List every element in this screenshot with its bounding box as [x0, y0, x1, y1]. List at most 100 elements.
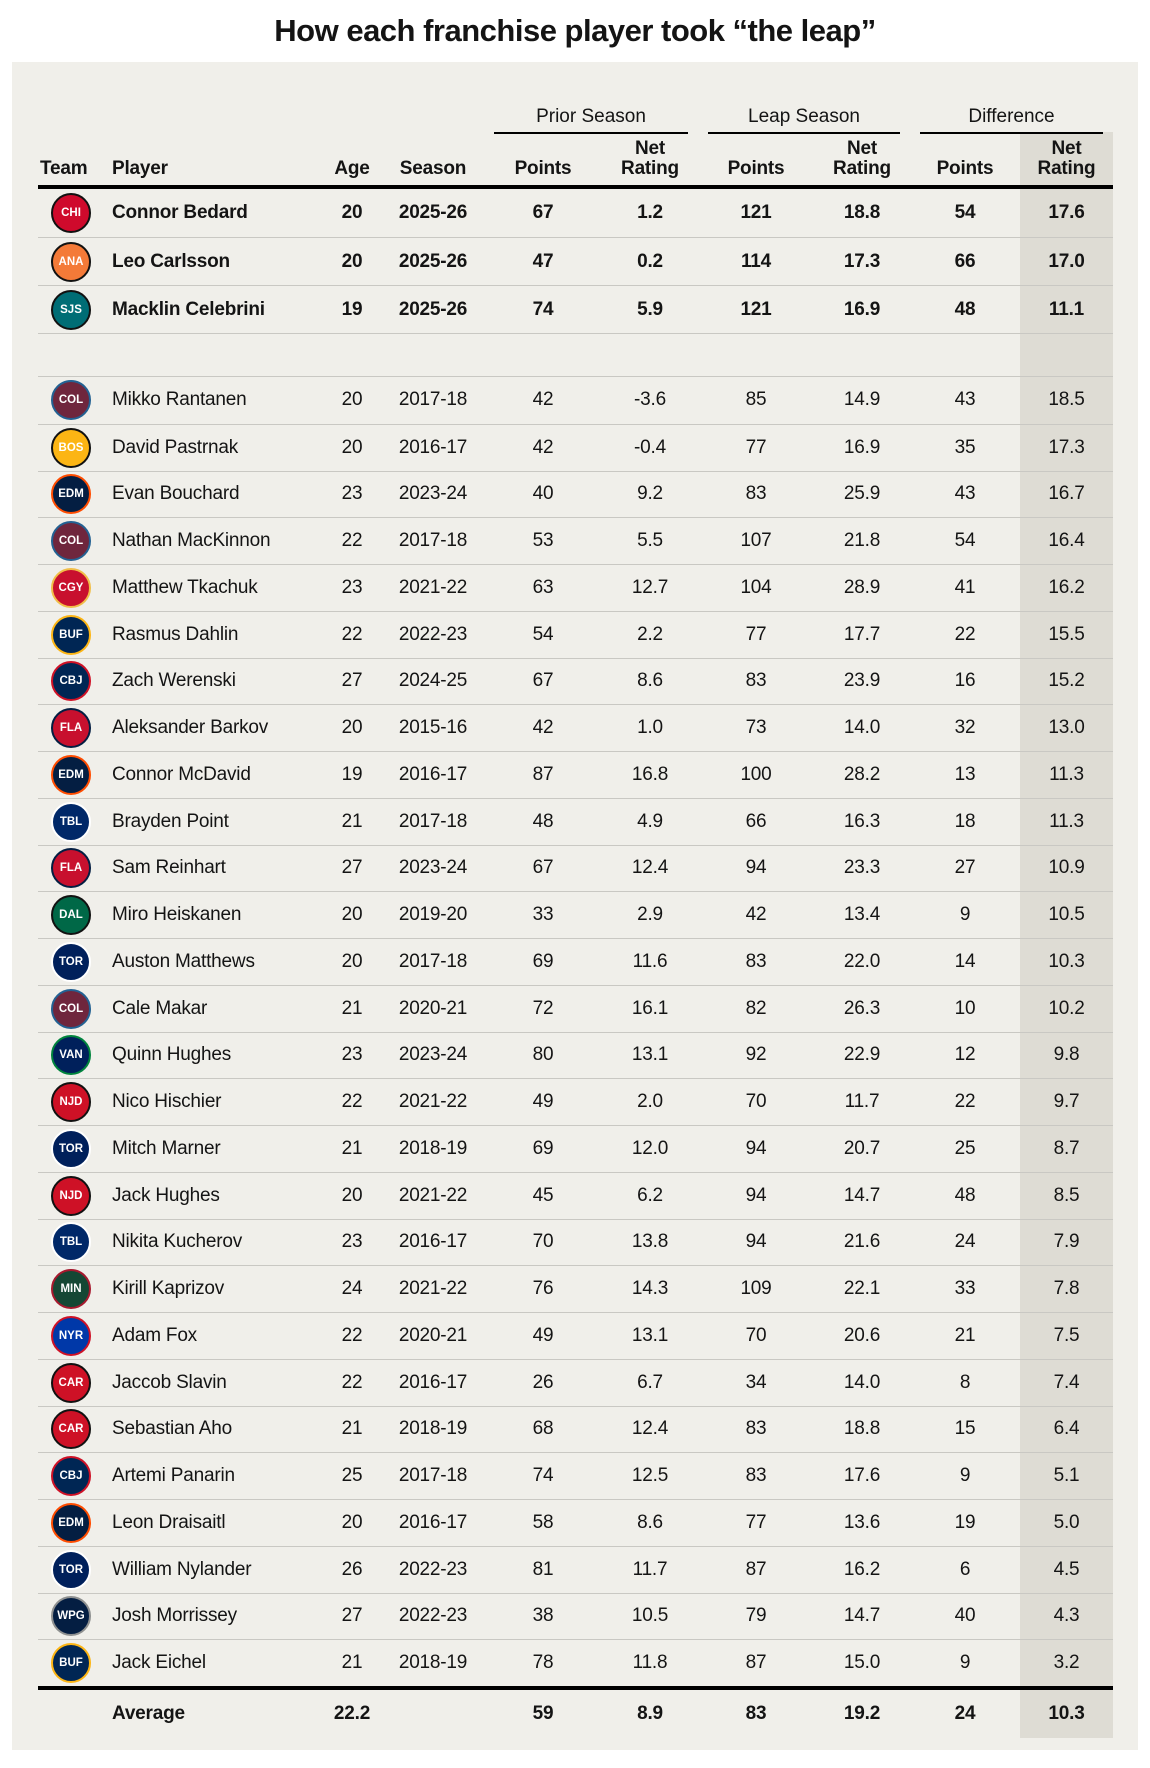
- table-row: DAL Miro Heiskanen 20 2019-20 33 2.9 42 …: [38, 891, 1113, 938]
- team-cell: COL: [38, 380, 104, 421]
- season-value: 2022-23: [398, 1558, 468, 1580]
- season-value: 2018-19: [398, 1137, 468, 1159]
- diff-points-value: 24: [954, 1231, 976, 1253]
- season-value: 2025-26: [398, 250, 468, 272]
- average-label: Average: [112, 1703, 185, 1724]
- prior-net-rating-value: 5.5: [637, 530, 663, 552]
- table-row: TBL Nikita Kucherov 23 2016-17 70 13.8 9…: [38, 1218, 1113, 1266]
- season-value: 2020-21: [398, 1324, 468, 1346]
- season-value: 2023-24: [398, 1044, 468, 1066]
- player-name: Matthew Tkachuk: [112, 576, 258, 598]
- player-name: Leo Carlsson: [112, 250, 230, 272]
- diff-net-rating-value: 16.7: [1048, 483, 1085, 505]
- season-value: 2025-26: [398, 202, 468, 223]
- player-name: Mitch Marner: [112, 1137, 221, 1159]
- diff-net-rating-value: 8.7: [1053, 1137, 1080, 1159]
- team-cell: FLA: [38, 708, 104, 749]
- diff-points-value: 66: [954, 250, 976, 272]
- team-logo-dal-icon: DAL: [51, 895, 91, 936]
- player-name: Mikko Rantanen: [112, 389, 247, 411]
- season-value: 2018-19: [398, 1652, 468, 1674]
- player-name: William Nylander: [112, 1558, 252, 1580]
- table-row: NJD Nico Hischier 22 2021-22 49 2.0 70 1…: [38, 1078, 1113, 1125]
- diff-net-rating-value: 9.7: [1053, 1091, 1080, 1113]
- prior-net-rating-value: 16.1: [631, 997, 669, 1019]
- table-row: ANA Leo Carlsson 20 2025-26 47 0.2 114 1…: [38, 237, 1113, 285]
- player-name: Evan Bouchard: [112, 483, 240, 505]
- leap-points-value: 94: [745, 1184, 767, 1206]
- age-value: 20: [341, 436, 363, 458]
- player-name: Aleksander Barkov: [112, 717, 269, 739]
- team-cell: NYR: [38, 1315, 104, 1356]
- diff-points-value: 33: [954, 1278, 976, 1300]
- diff-points-value: 32: [954, 717, 976, 739]
- leap-points-value: 109: [740, 1278, 772, 1300]
- prior-points-value: 54: [532, 623, 554, 645]
- team-logo-col-icon: COL: [51, 988, 91, 1029]
- group-header-prior-season: Prior Season: [484, 106, 698, 134]
- prior-points-value: 49: [532, 1091, 554, 1113]
- season-value: 2021-22: [398, 576, 468, 598]
- prior-points-value: 81: [532, 1558, 554, 1580]
- leap-net-rating-value: 20.7: [843, 1137, 881, 1159]
- team-cell: NJD: [38, 1082, 104, 1123]
- average-diff-points: 24: [954, 1703, 976, 1724]
- diff-net-rating-value: 10.3: [1048, 950, 1085, 972]
- prior-points-value: 42: [532, 436, 554, 458]
- age-value: 23: [341, 1044, 363, 1066]
- average-row: Average 22.2 59 8.9 83 19.2 24 10.3: [38, 1690, 1113, 1738]
- diff-net-rating-value: 17.0: [1048, 250, 1085, 272]
- group-header-leap-season: Leap Season: [698, 106, 910, 134]
- leap-points-value: 83: [745, 1465, 767, 1487]
- diff-points-value: 9: [959, 1652, 971, 1674]
- team-cell: TBL: [38, 801, 104, 842]
- age-value: 23: [341, 1231, 363, 1253]
- leap-points-value: 70: [745, 1324, 767, 1346]
- season-value: 2017-18: [398, 1465, 468, 1487]
- player-name: Jaccob Slavin: [112, 1371, 227, 1393]
- leap-net-rating-value: 25.9: [843, 483, 881, 505]
- team-logo-col-icon: COL: [51, 521, 91, 562]
- leap-points-value: 94: [745, 857, 767, 879]
- player-name: Quinn Hughes: [112, 1044, 232, 1066]
- column-header-diff-points: Points: [936, 158, 994, 179]
- prior-net-rating-value: 12.7: [631, 576, 669, 598]
- table-row: TOR Mitch Marner 21 2018-19 69 12.0 94 2…: [38, 1125, 1113, 1172]
- team-logo-bos-icon: BOS: [51, 427, 91, 468]
- net-rating-highlight-band: [1020, 132, 1113, 1738]
- leap-net-rating-value: 14.0: [843, 1371, 881, 1393]
- prior-points-value: 69: [532, 1137, 554, 1159]
- diff-net-rating-value: 7.5: [1053, 1324, 1080, 1346]
- leap-points-value: 79: [745, 1605, 767, 1627]
- diff-net-rating-value: 16.2: [1048, 576, 1085, 598]
- age-value: 20: [341, 1511, 363, 1533]
- diff-points-value: 19: [954, 1511, 976, 1533]
- diff-points-value: 18: [954, 810, 976, 832]
- team-cell: FLA: [38, 848, 104, 889]
- leap-net-rating-value: 28.9: [843, 576, 881, 598]
- leap-points-value: 42: [745, 904, 767, 926]
- table-row: CBJ Artemi Panarin 25 2017-18 74 12.5 83…: [38, 1452, 1113, 1499]
- leap-net-rating-value: 28.2: [843, 763, 881, 785]
- leap-net-rating-value: 16.9: [843, 436, 881, 458]
- prior-net-rating-value: 6.2: [637, 1184, 663, 1206]
- current-season-rows: CHI Connor Bedard 20 2025-26 67 1.2 121 …: [38, 189, 1113, 333]
- prior-net-rating-value: 11.8: [632, 1652, 668, 1674]
- team-logo-tbl-icon: TBL: [51, 1222, 91, 1263]
- prior-points-value: 74: [532, 1465, 554, 1487]
- age-value: 22: [341, 1324, 363, 1346]
- prior-points-value: 67: [532, 202, 554, 223]
- team-logo-njd-icon: NJD: [51, 1175, 91, 1216]
- player-name: Connor Bedard: [112, 202, 248, 223]
- team-logo-tor-icon: TOR: [51, 941, 91, 982]
- team-cell: COL: [38, 988, 104, 1029]
- team-logo-cbj-icon: CBJ: [51, 1456, 91, 1497]
- diff-net-rating-value: 11.3: [1049, 810, 1084, 832]
- average-age: 22.2: [333, 1703, 371, 1724]
- diff-net-rating-value: 6.4: [1053, 1418, 1080, 1440]
- season-value: 2022-23: [398, 1605, 468, 1627]
- diff-points-value: 54: [954, 530, 976, 552]
- team-logo-fla-icon: FLA: [51, 708, 91, 749]
- season-value: 2017-18: [398, 389, 468, 411]
- prior-net-rating-value: 12.4: [631, 857, 669, 879]
